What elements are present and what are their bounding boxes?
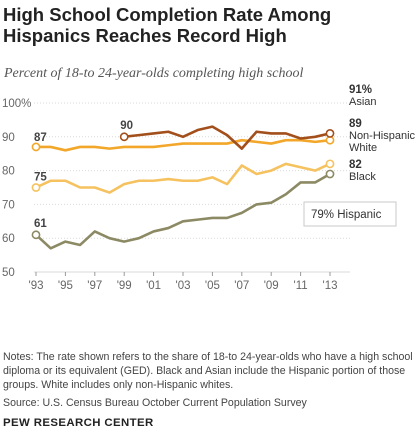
x-tick-label: '11 [294,280,308,292]
axis-labels: 100% 90 80 70 60 50 '93 '95 '97 '99 '01 '03 '05 '07 '0… [2,98,338,292]
series-start-marker [31,230,41,240]
series-line-non-hispanic-white [34,138,332,152]
y-tick-label: 50 [2,267,15,279]
end-label-white: 89 [349,118,362,130]
start-label-hispanic: 61 [34,218,47,230]
y-tick-label: 80 [2,166,15,178]
series-name-white-line1: Non-Hispanic [349,130,416,142]
x-tick-label: '07 [234,280,249,292]
hispanic-callout-box [303,201,397,227]
start-label-asian: 90 [120,120,133,132]
series-end-marker [325,159,335,169]
chart-notes: Notes: The rate shown refers to the shar… [3,351,413,391]
chart-title: High School Completion Rate Among Hispan… [3,4,332,46]
y-tick-label: 90 [2,132,15,144]
x-tick-label: '99 [117,280,132,292]
x-tick-label: '05 [205,280,220,292]
start-label-white: 87 [34,132,47,144]
x-tick-label: '93 [29,280,44,292]
y-tick-label: 60 [2,233,15,245]
series-end-marker [325,129,335,138]
x-tick-label: '03 [176,280,191,292]
chart-subtitle: Percent of 18-to 24-year-olds completing… [4,66,304,81]
series-line-hispanic [34,172,332,250]
series-name-black: Black [349,171,376,183]
organization-name: PEW RESEARCH CENTER [3,417,154,429]
hispanic-callout-label: 79% Hispanic [311,209,382,221]
series-line-black [34,162,332,194]
series-name-asian: Asian [349,96,377,108]
series-start-marker [31,183,41,192]
line-chart: 100% 90 80 70 60 50 '93 '95 '97 '99 '01 '03 '05 '07 '0… [2,84,416,292]
end-label-asian: 91% [349,84,372,96]
y-tick-label: 70 [2,199,15,211]
series-lines [31,125,335,250]
end-label-black: 82 [349,159,362,171]
x-tick-label: '97 [87,280,102,292]
x-tick-label: '95 [58,280,73,292]
x-tick-label: '13 [323,280,338,292]
series-start-marker [119,132,129,142]
x-tick-label: '01 [146,280,161,292]
series-start-marker [31,142,41,152]
start-label-black: 75 [34,172,47,184]
x-tick-label: '09 [264,280,279,292]
series-line-asian [122,125,332,150]
chart-source: Source: U.S. Census Bureau October Curre… [3,397,307,409]
y-tick-label: 100% [2,98,31,110]
grid-lines [34,102,350,273]
series-end-marker [325,169,335,179]
series-name-white-line2: White [349,142,377,154]
